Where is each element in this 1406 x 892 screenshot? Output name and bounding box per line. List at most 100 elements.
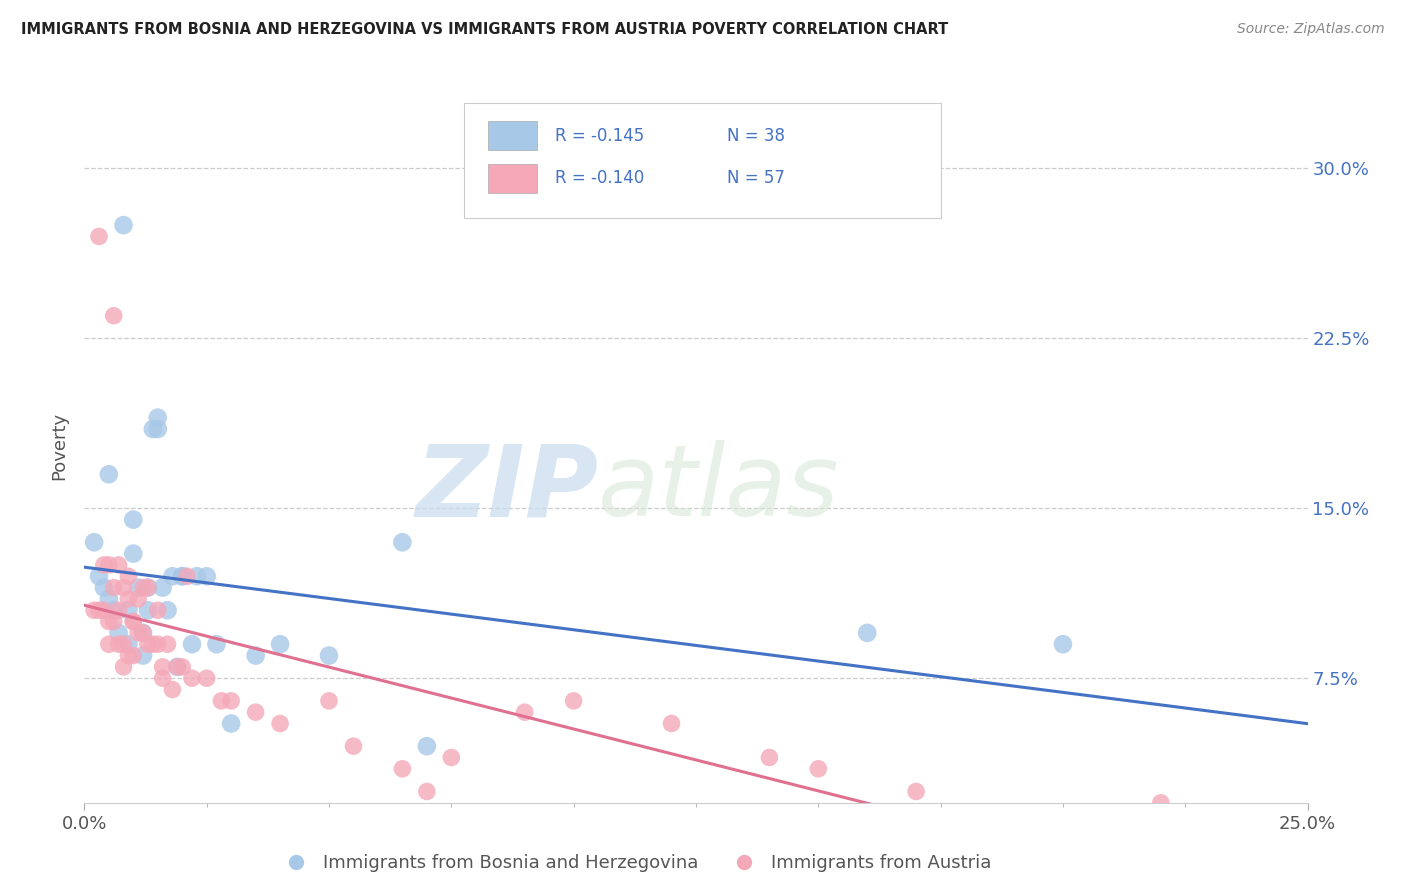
Point (117, 648, 139, 663)
Point (146, 637, 169, 651)
Point (93, 558, 115, 572)
Point (107, 558, 129, 572)
Point (166, 660, 188, 674)
Point (132, 648, 155, 663)
FancyBboxPatch shape (464, 103, 941, 218)
Point (122, 513, 145, 527)
Point (136, 581, 159, 595)
Point (87, 569, 110, 583)
Point (1052, 637, 1074, 651)
Point (166, 660, 188, 674)
Point (112, 637, 135, 651)
Point (122, 648, 145, 663)
Point (416, 784, 439, 798)
Point (195, 671, 218, 685)
Point (162, 569, 184, 583)
Point (245, 705, 267, 719)
Point (318, 648, 340, 663)
Point (391, 762, 413, 776)
Point (146, 410, 169, 425)
Y-axis label: Poverty: Poverty (51, 412, 69, 480)
Point (186, 569, 208, 583)
Text: R = -0.145: R = -0.145 (555, 127, 644, 145)
Point (562, 694, 585, 708)
Text: Source: ZipAtlas.com: Source: ZipAtlas.com (1237, 22, 1385, 37)
Point (127, 581, 149, 595)
Point (103, 603, 125, 617)
Point (103, 581, 125, 595)
Point (152, 581, 174, 595)
Point (269, 716, 291, 731)
Point (132, 626, 155, 640)
Point (136, 603, 159, 617)
FancyBboxPatch shape (488, 164, 537, 193)
Point (152, 660, 174, 674)
Point (127, 626, 149, 640)
Point (245, 648, 267, 663)
Point (112, 218, 135, 232)
Point (142, 637, 165, 651)
Text: N = 57: N = 57 (727, 169, 785, 187)
Point (146, 422, 169, 436)
Point (103, 309, 125, 323)
Point (87, 229, 110, 244)
Point (856, 626, 879, 640)
Point (1150, 796, 1173, 810)
Point (112, 581, 135, 595)
Point (83, 603, 105, 617)
Point (219, 716, 242, 731)
Text: N = 38: N = 38 (727, 127, 785, 145)
Point (269, 637, 291, 651)
Point (195, 569, 218, 583)
Point (440, 750, 463, 764)
Point (152, 671, 174, 685)
Point (117, 637, 139, 651)
Point (97, 591, 120, 606)
Point (132, 626, 155, 640)
Point (93, 603, 115, 617)
Point (117, 569, 139, 583)
Point (181, 637, 204, 651)
Point (905, 784, 928, 798)
Point (661, 716, 683, 731)
Point (172, 569, 194, 583)
Point (318, 694, 340, 708)
Point (132, 581, 155, 595)
Point (83, 535, 105, 549)
Point (136, 581, 159, 595)
Point (758, 750, 780, 764)
Point (176, 569, 198, 583)
Point (122, 615, 145, 629)
Point (416, 739, 439, 754)
Legend: Immigrants from Bosnia and Herzegovina, Immigrants from Austria: Immigrants from Bosnia and Herzegovina, … (271, 847, 998, 880)
Point (127, 591, 149, 606)
Point (209, 694, 232, 708)
Point (97, 637, 120, 651)
Point (87, 603, 110, 617)
Point (162, 682, 184, 697)
Point (107, 637, 129, 651)
Point (205, 637, 228, 651)
Point (97, 615, 120, 629)
Point (391, 535, 413, 549)
Point (103, 615, 125, 629)
Point (156, 637, 179, 651)
Text: ZIP: ZIP (415, 441, 598, 537)
Point (142, 422, 165, 436)
Text: atlas: atlas (598, 441, 839, 537)
Point (117, 591, 139, 606)
Point (807, 762, 830, 776)
Point (172, 569, 194, 583)
Point (146, 603, 169, 617)
Point (122, 547, 145, 561)
Point (107, 626, 129, 640)
Point (122, 615, 145, 629)
Point (97, 558, 120, 572)
FancyBboxPatch shape (488, 121, 537, 150)
Point (181, 671, 204, 685)
Point (342, 739, 364, 754)
Point (117, 603, 139, 617)
Point (136, 637, 159, 651)
Point (219, 694, 242, 708)
Point (172, 660, 194, 674)
